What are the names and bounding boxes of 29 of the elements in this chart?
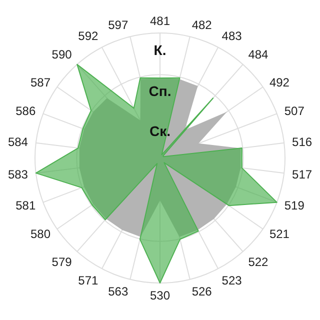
text: Ск.	[148, 122, 172, 139]
spoke-label: 584	[8, 135, 28, 150]
spoke-label: 522	[248, 255, 269, 270]
spoke-label: 571	[78, 273, 99, 288]
spoke-label: 519	[284, 198, 305, 212]
spoke-label: 592	[78, 29, 99, 44]
spoke-label: 481	[150, 14, 170, 28]
spoke-label: 521	[269, 226, 290, 241]
spoke-label: 530	[150, 288, 170, 303]
spoke-label: 580	[30, 226, 51, 241]
spoke-label: 507	[284, 104, 305, 118]
spoke-label: 586	[16, 104, 36, 118]
spoke-label: 484	[248, 47, 269, 62]
spoke-label: 482	[192, 18, 212, 32]
text: Сп.	[148, 82, 172, 99]
spoke-label: 516	[292, 135, 312, 150]
spoke-label: 590	[52, 47, 72, 62]
spoke-label: 583	[8, 167, 28, 182]
spoke-label: 492	[269, 76, 290, 90]
spoke-label: 517	[292, 167, 312, 182]
spoke-label: 563	[108, 284, 128, 299]
spoke-label: 483	[222, 29, 242, 44]
spoke-label: 581	[16, 198, 36, 212]
spoke-label: 523	[222, 273, 242, 288]
spoke-label: 597	[108, 18, 128, 32]
text: К.	[152, 42, 168, 58]
spoke-label: 526	[192, 284, 212, 299]
spoke-label: 579	[52, 255, 72, 270]
spoke-label: 587	[30, 76, 51, 90]
